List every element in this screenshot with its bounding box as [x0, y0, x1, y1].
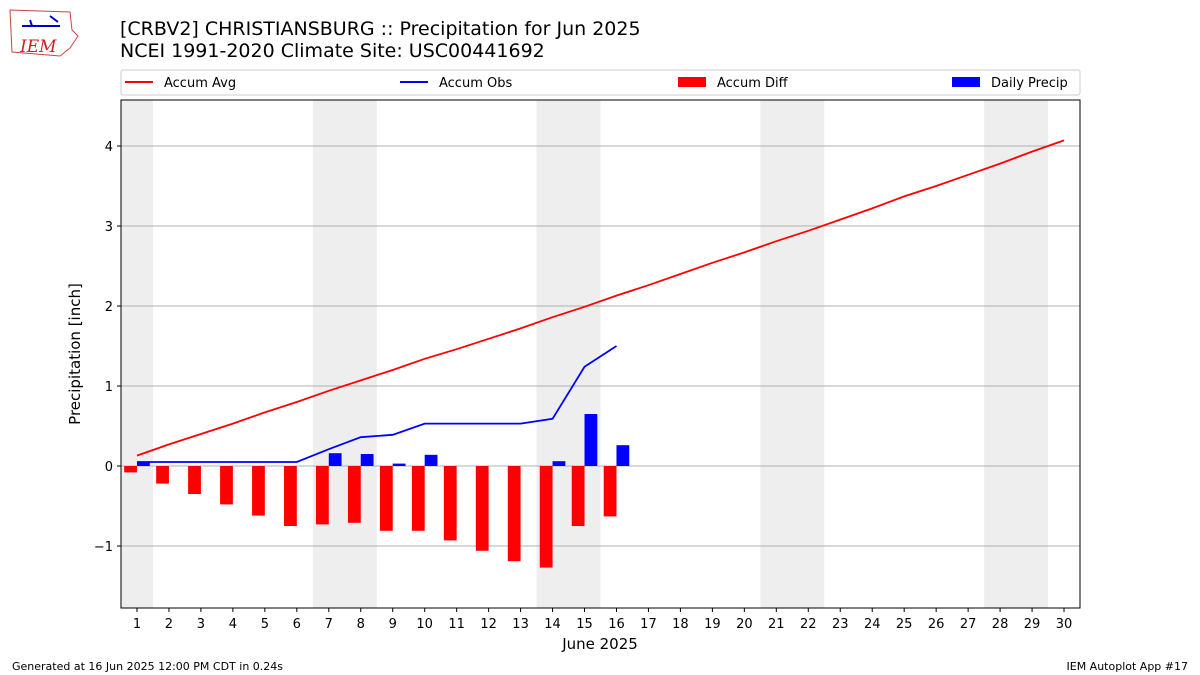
y-tick-label: 1	[105, 380, 113, 395]
weekend-shade	[984, 100, 1049, 608]
x-tick-label: 24	[864, 617, 881, 632]
bar	[220, 466, 233, 505]
y-tick-label: 4	[105, 140, 113, 155]
legend-swatch	[952, 77, 980, 87]
legend-label: Daily Precip	[991, 76, 1068, 91]
x-tick-label: 20	[736, 617, 753, 632]
bar	[284, 466, 297, 526]
x-tick-label: 7	[325, 617, 333, 632]
bar	[424, 454, 438, 466]
bar	[411, 466, 425, 531]
weekend-shade	[760, 100, 825, 608]
x-tick-label: 5	[261, 617, 269, 632]
legend-label: Accum Avg	[164, 76, 236, 91]
x-tick-label: 21	[768, 617, 785, 632]
x-tick-label: 9	[389, 617, 397, 632]
x-tick-label: 30	[1056, 617, 1073, 632]
x-tick-label: 26	[928, 617, 945, 632]
bar	[156, 466, 169, 484]
legend	[120, 69, 1081, 96]
logo-text: IEM	[19, 37, 57, 57]
bar	[616, 445, 630, 466]
x-tick-label: 1	[133, 617, 141, 632]
footer-left: Generated at 16 Jun 2025 12:00 PM CDT in…	[12, 660, 283, 673]
x-tick-label: 12	[480, 617, 497, 632]
bar	[188, 466, 201, 494]
bar	[379, 466, 393, 531]
x-axis-label: June 2025	[561, 635, 638, 653]
y-tick-label: 2	[105, 300, 113, 315]
bar	[475, 466, 489, 551]
bar	[539, 466, 553, 568]
weekend-shade	[312, 100, 377, 608]
bar	[124, 466, 137, 473]
x-tick-label: 2	[165, 617, 173, 632]
x-tick-label: 8	[357, 617, 365, 632]
x-tick-label: 11	[448, 617, 465, 632]
bar	[347, 466, 361, 523]
y-tick-label: 0	[105, 460, 113, 475]
x-tick-label: 10	[416, 617, 433, 632]
bar	[571, 466, 585, 526]
x-tick-label: 25	[896, 617, 913, 632]
plot-frame	[120, 99, 1081, 609]
line	[136, 345, 617, 463]
x-tick-label: 13	[512, 617, 529, 632]
bar	[252, 466, 265, 516]
bar	[552, 461, 566, 466]
x-tick-label: 18	[672, 617, 689, 632]
x-tick-label: 19	[704, 617, 721, 632]
logo: IEM	[9, 9, 79, 57]
bar	[507, 466, 521, 562]
x-tick-label: 29	[1024, 617, 1041, 632]
weekend-shade	[121, 100, 153, 608]
line	[136, 139, 1065, 457]
y-tick-label: 3	[105, 220, 113, 235]
x-tick-label: 3	[197, 617, 205, 632]
x-tick-label: 14	[544, 617, 561, 632]
x-tick-label: 23	[832, 617, 849, 632]
chart-subtitle: NCEI 1991-2020 Climate Site: USC00441692	[120, 40, 545, 62]
bar	[584, 414, 598, 466]
x-tick-label: 28	[992, 617, 1009, 632]
x-tick-label: 17	[640, 617, 657, 632]
x-tick-label: 6	[293, 617, 301, 632]
legend-label: Accum Obs	[439, 76, 512, 91]
bar	[360, 454, 374, 466]
legend-swatch	[678, 77, 706, 87]
bar	[603, 466, 617, 517]
bar	[392, 463, 406, 466]
x-tick-label: 16	[608, 617, 625, 632]
bar	[443, 466, 457, 541]
bar	[315, 466, 329, 525]
bar	[328, 453, 342, 466]
y-tick-label: −1	[94, 540, 113, 555]
x-tick-label: 4	[229, 617, 237, 632]
x-tick-label: 22	[800, 617, 817, 632]
chart-title: [CRBV2] CHRISTIANSBURG :: Precipitation …	[120, 18, 641, 40]
x-tick-label: 27	[960, 617, 977, 632]
bar	[136, 462, 150, 466]
y-axis-label: Precipitation [inch]	[66, 283, 84, 425]
legend-label: Accum Diff	[717, 76, 789, 91]
footer-right: IEM Autoplot App #17	[1067, 660, 1189, 673]
x-tick-label: 15	[576, 617, 593, 632]
